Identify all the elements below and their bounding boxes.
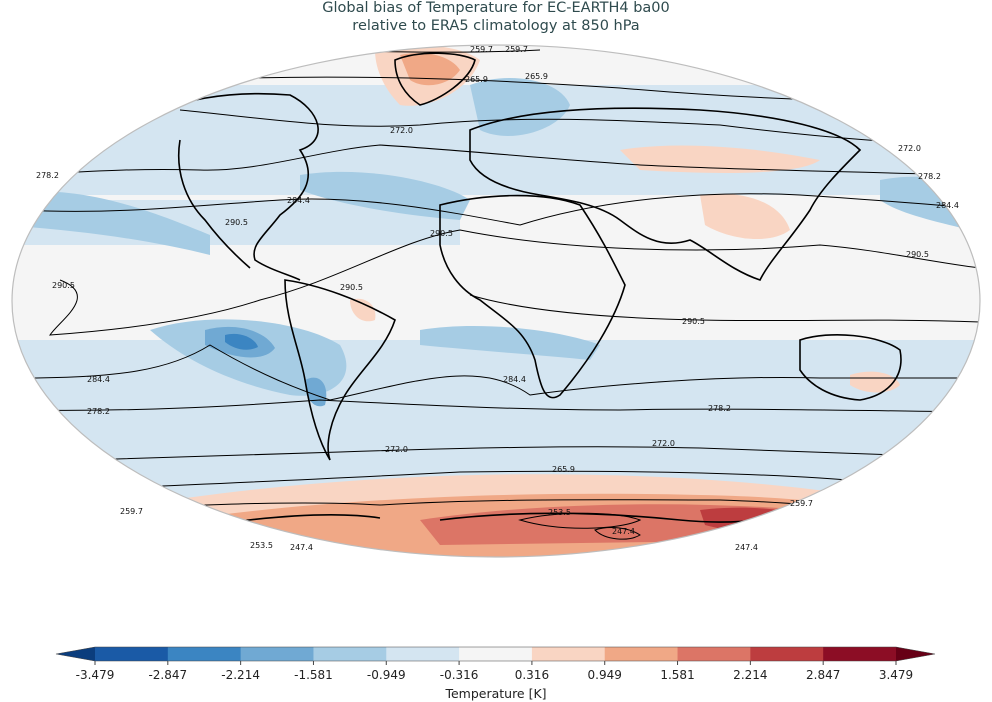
contour-label: 284.4: [287, 196, 310, 205]
eurasia-coastline: [469, 107, 862, 281]
contour-label: 259.7: [790, 499, 813, 508]
contour-253-5: [518, 512, 642, 529]
colorbar-tick-label: 1.581: [660, 668, 695, 682]
contour-278-2-south: [19, 399, 980, 413]
colorbar-segment: [95, 647, 169, 661]
map-boundary: [11, 44, 981, 558]
contour-label: 253.5: [548, 508, 571, 517]
south-pacific-cool-patch: [150, 319, 347, 396]
contour-label: 290.5: [430, 229, 453, 238]
coastlines: [149, 52, 902, 526]
colorbar-segment: [531, 647, 606, 661]
plot-title-line-2: relative to ERA5 climatology at 850 hPa: [352, 18, 640, 34]
contour-label: 259.7: [505, 45, 528, 54]
colorbar-tick-label: -0.316: [439, 668, 479, 682]
argentina-cool-patch: [305, 377, 327, 407]
contour-label: 290.5: [906, 250, 929, 259]
colorbar-segment: [750, 647, 824, 661]
climatology-contours: [19, 47, 980, 551]
south-atlantic-cool-patch: [420, 325, 600, 360]
contour-label: 290.5: [52, 281, 75, 290]
contour-label: 278.2: [918, 172, 941, 181]
greenland-strong-warm-patch: [400, 53, 460, 86]
contour-label: 284.4: [503, 375, 526, 384]
contour-label: 290.5: [340, 283, 363, 292]
south-asia-warm-patch: [700, 193, 790, 240]
contour-label: 247.4: [290, 543, 313, 552]
contour-label: 284.4: [936, 201, 959, 210]
colorbar-extend-high: [896, 647, 935, 661]
north-america-west-coast: [177, 139, 251, 269]
contour-272-0-north: [179, 109, 941, 146]
colorbar-segment: [386, 647, 460, 661]
contour-290-5-north: [49, 229, 980, 336]
contour-label: 265.9: [525, 72, 548, 81]
contour-label: 290.5: [225, 218, 248, 227]
contour-label: 247.4: [612, 527, 635, 536]
contour-label: 259.7: [470, 45, 493, 54]
colorbar-tick-label: -0.949: [366, 668, 406, 682]
amazon-warm-patch: [350, 298, 376, 322]
colorbar-segment: [313, 647, 387, 661]
contour-272-0-south: [19, 446, 980, 463]
contour-label: 259.7: [120, 507, 143, 516]
colorbar-segment: [240, 647, 314, 661]
colorbar-segment: [167, 647, 242, 661]
colorbar-label: Temperature [K]: [445, 686, 547, 701]
north-america-coastline: [149, 92, 319, 281]
contour-284-4-south: [19, 344, 980, 401]
australia-coastline: [799, 334, 902, 401]
colorbar-tick-label: 2.847: [805, 668, 841, 682]
colorbar-tick-label: -2.214: [221, 668, 260, 682]
pacific-cool-patch: [12, 191, 210, 255]
contour-247-4-c: [699, 532, 791, 541]
colorbar-segment: [677, 647, 751, 661]
africa-coastline: [439, 194, 626, 399]
contour-label: 247.4: [735, 543, 758, 552]
contour-label: 290.5: [682, 317, 705, 326]
contour-label: 272.0: [390, 126, 413, 135]
contour-290-5-south: [469, 294, 980, 323]
colorbar-tick-label: 0.949: [587, 668, 622, 682]
contour-278-2-north: [19, 144, 971, 176]
colorbar-tick-label: -3.479: [75, 668, 115, 682]
contour-labels: 259.7 259.7 265.9 265.9 272.0 272.0 278.…: [36, 45, 959, 552]
contour-label: 265.9: [552, 465, 575, 474]
contour-label: 278.2: [708, 404, 731, 413]
contour-label: 265.9: [465, 75, 488, 84]
colorbar: [55, 646, 936, 665]
contour-265-9-north: [249, 76, 821, 101]
colorbar-tick-label: 2.214: [733, 668, 768, 682]
colorbar-segment: [823, 647, 897, 661]
colorbar-tick-label: 0.316: [514, 668, 550, 682]
greenland-coastline: [394, 52, 476, 106]
contour-label: 272.0: [652, 439, 675, 448]
australia-warm-patch: [850, 371, 900, 393]
contour-label: 253.5: [250, 541, 273, 550]
peru-coast-strong-cool-patch: [225, 333, 258, 350]
south-america-coastline: [284, 279, 396, 461]
plot-title-line-1: Global bias of Temperature for EC-EARTH4…: [322, 0, 670, 16]
colorbar-tick-label: -1.581: [294, 668, 333, 682]
colorbar-tick-label: 3.479: [878, 668, 914, 682]
bias-field: [12, 45, 980, 557]
contour-label: 278.2: [36, 171, 59, 180]
contour-label: 272.0: [385, 445, 408, 454]
contour-label: 284.4: [87, 375, 110, 384]
colorbar-segment: [604, 647, 679, 661]
contour-label: 272.0: [898, 144, 921, 153]
antarctic-very-strong-warm: [700, 507, 805, 531]
contour-247-4-a: [594, 527, 641, 540]
colorbar-tick-label: -2.847: [148, 668, 188, 682]
contour-label: 278.2: [87, 407, 110, 416]
colorbar-segment: [459, 647, 533, 661]
colorbar-extend-low: [56, 647, 95, 661]
contour-259-7-south: [79, 499, 861, 511]
contour-284-4-north: [19, 193, 980, 226]
north-atlantic-cool-patch: [300, 171, 470, 220]
